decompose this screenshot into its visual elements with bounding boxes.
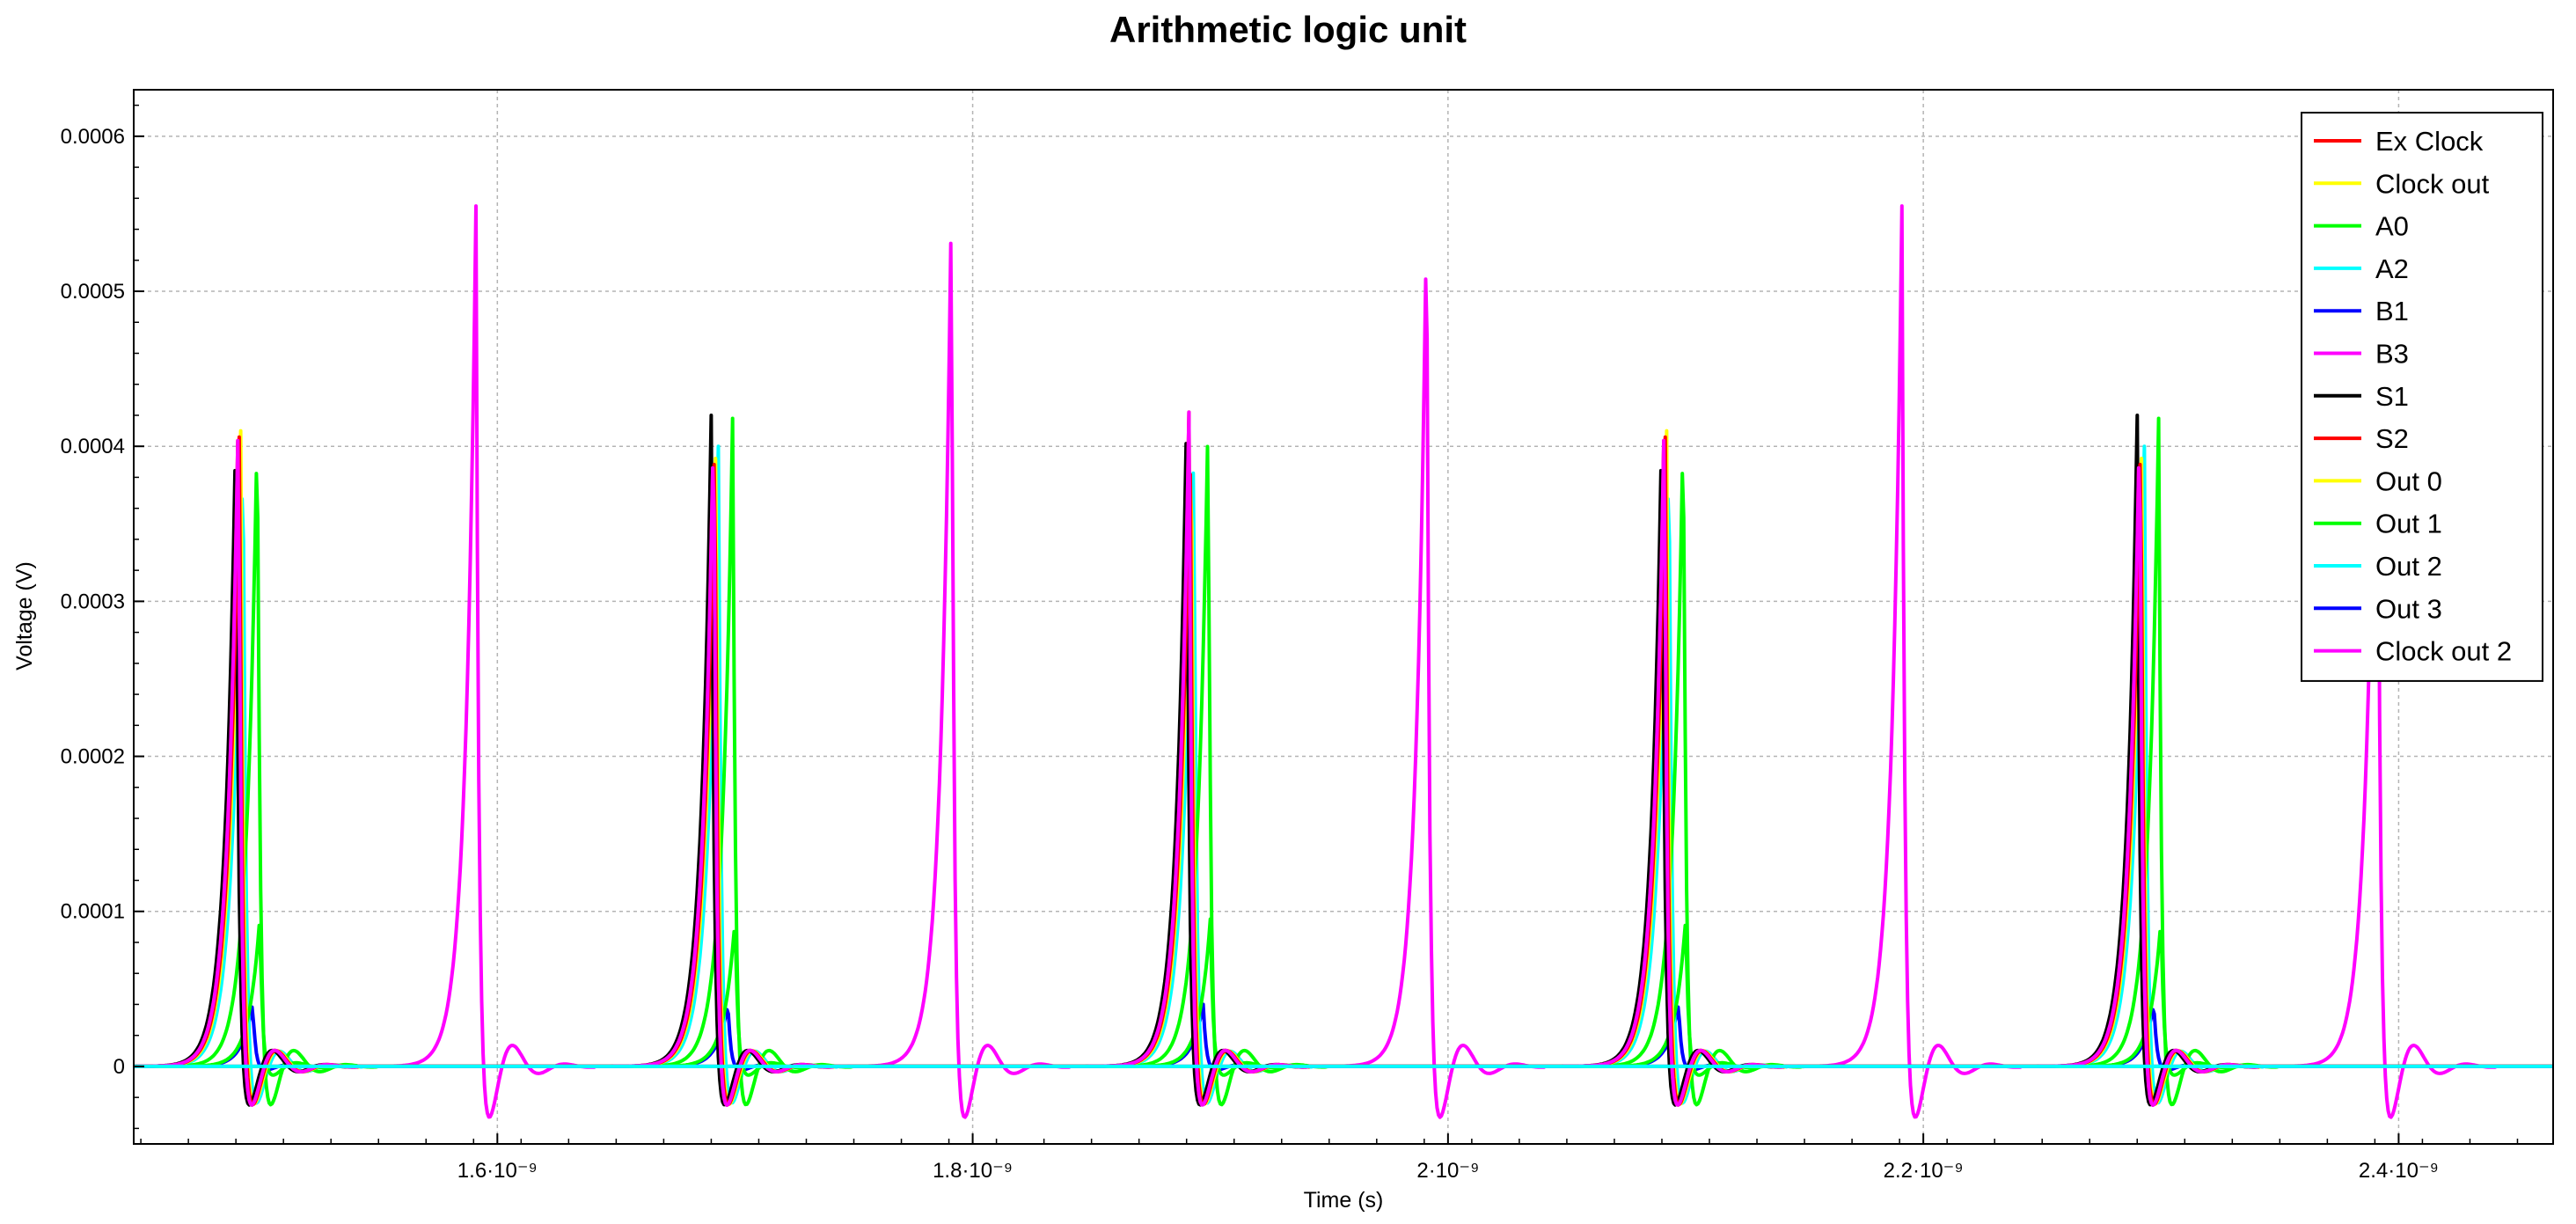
legend-label-s2: S2 <box>2375 423 2409 454</box>
x-tick-label: 2.2·10⁻⁹ <box>1884 1159 1964 1183</box>
y-tick-label: 0.0003 <box>61 590 125 613</box>
y-tick-label: 0.0002 <box>61 745 125 769</box>
x-axis-label: Time (s) <box>1304 1188 1384 1213</box>
legend-label-out-0: Out 0 <box>2375 465 2442 496</box>
legend-label-clock-out: Clock out <box>2375 168 2490 199</box>
y-tick-label: 0.0001 <box>61 900 125 924</box>
y-tick-label: 0.0004 <box>61 435 125 458</box>
legend-label-out-2: Out 2 <box>2375 551 2442 582</box>
x-tick-label: 1.8·10⁻⁹ <box>933 1159 1013 1183</box>
x-tick-label: 1.6·10⁻⁹ <box>457 1159 538 1183</box>
legend-label-s1: S1 <box>2375 381 2409 412</box>
x-tick-label: 2.4·10⁻⁹ <box>2359 1159 2439 1183</box>
legend-label-out-3: Out 3 <box>2375 593 2442 624</box>
legend: Ex Clock Clock out A0 A2 B1 B3 S1 S2 Out 0 Out 1 O… <box>2301 112 2543 682</box>
legend-label-a2: A2 <box>2375 253 2409 284</box>
tick-layer: 1.6·10⁻⁹ 1.8·10⁻⁹ 2·10⁻⁹ 2.2·10⁻⁹ 2.4·10⁻⁹ 0 0… <box>61 104 2519 1183</box>
chart-title: Arithmetic logic unit <box>1109 9 1467 50</box>
legend-label-ex-clock: Ex Clock <box>2375 126 2484 157</box>
plot-frame <box>133 89 2554 1145</box>
legend-label-b1: B1 <box>2375 296 2409 326</box>
y-tick-label: 0 <box>113 1055 125 1079</box>
y-axis-label: Voltage (V) <box>12 561 37 671</box>
series-layer <box>134 204 2553 1119</box>
y-tick-label: 0.0006 <box>61 125 125 149</box>
legend-label-a0: A0 <box>2375 211 2409 242</box>
y-tick-label: 0.0005 <box>61 280 125 304</box>
legend-label-out-1: Out 1 <box>2375 509 2442 539</box>
legend-label-clock-out-2: Clock out 2 <box>2375 636 2512 667</box>
legend-label-b3: B3 <box>2375 339 2409 370</box>
x-tick-label: 2·10⁻⁹ <box>1416 1159 1479 1183</box>
